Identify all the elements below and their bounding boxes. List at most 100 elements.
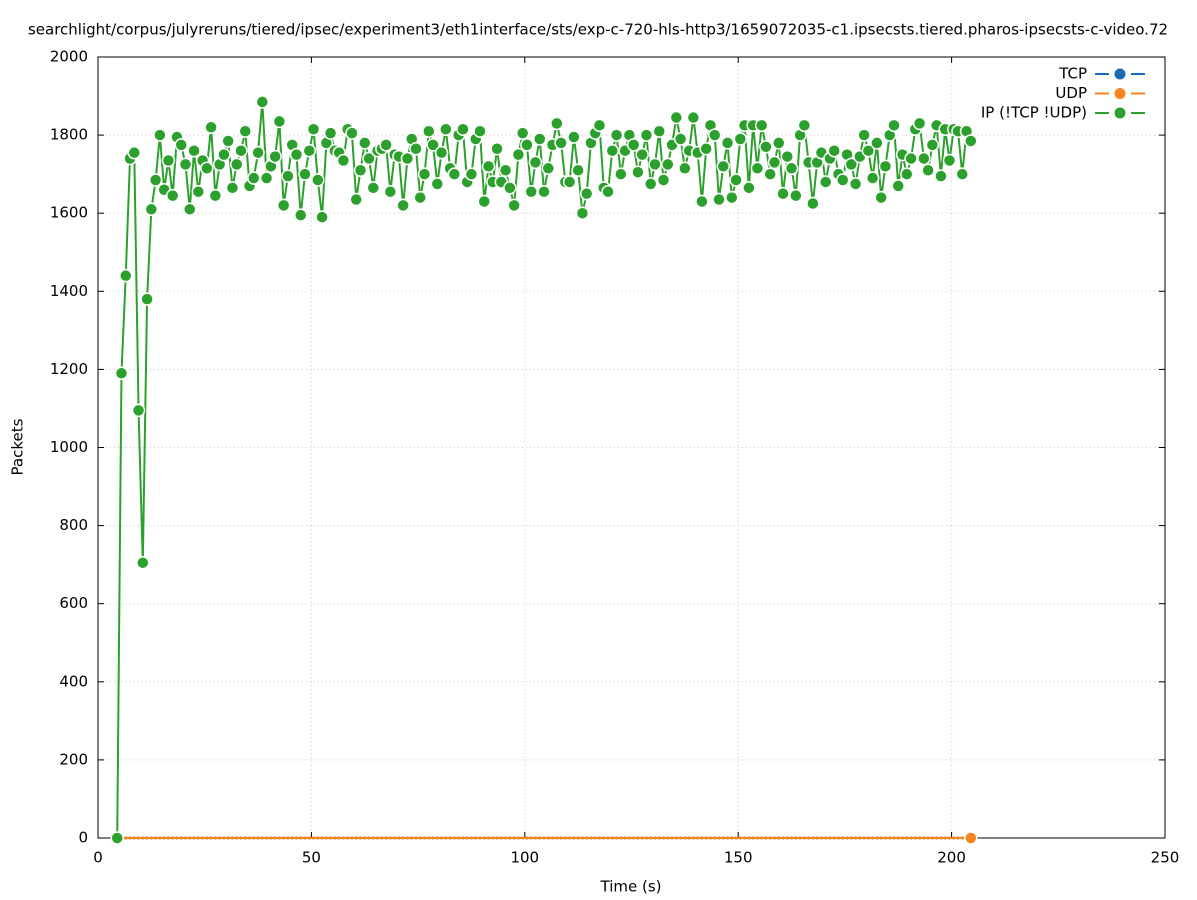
data-point — [921, 163, 935, 177]
data-point — [712, 192, 726, 207]
data-point — [243, 836, 247, 840]
data-point — [636, 836, 640, 840]
data-point — [366, 181, 381, 195]
data-point — [131, 403, 146, 418]
data-point — [905, 836, 909, 840]
legend-label: UDP — [1055, 84, 1087, 102]
data-point — [575, 206, 590, 220]
data-point — [708, 836, 712, 840]
data-point — [533, 836, 537, 840]
data-point — [939, 836, 943, 840]
data-point — [337, 836, 341, 840]
data-point — [610, 836, 614, 840]
data-point — [324, 836, 328, 840]
data-point — [790, 836, 794, 840]
series-line — [116, 101, 972, 839]
data-point — [562, 175, 577, 189]
data-point — [302, 143, 317, 158]
data-point — [541, 161, 556, 176]
data-point — [427, 836, 431, 840]
data-point — [784, 161, 799, 176]
data-point — [592, 118, 607, 133]
data-point — [580, 836, 584, 840]
y-tick-label: 1800 — [50, 126, 88, 144]
data-point — [175, 836, 179, 840]
data-point — [298, 167, 312, 181]
data-point — [614, 167, 628, 181]
data-point — [276, 198, 291, 213]
data-point — [469, 836, 473, 840]
data-point — [409, 142, 423, 156]
data-point — [507, 198, 521, 213]
x-tick-label: 0 — [93, 849, 103, 867]
data-point — [234, 143, 248, 158]
chart-title: searchlight/corpus/julyreruns/tiered/ips… — [28, 21, 1168, 39]
data-point — [520, 138, 534, 152]
data-point — [593, 836, 597, 840]
data-point — [165, 188, 180, 203]
data-point — [422, 124, 436, 138]
data-point — [683, 836, 687, 840]
data-point — [350, 836, 354, 840]
data-point — [729, 173, 743, 187]
data-point — [205, 836, 209, 840]
data-point — [900, 167, 914, 181]
data-point — [171, 836, 175, 840]
data-point — [781, 836, 785, 840]
data-point — [870, 136, 884, 150]
data-point — [824, 836, 828, 840]
x-tick-label: 200 — [937, 849, 966, 867]
data-point — [256, 836, 260, 840]
data-point — [632, 836, 636, 840]
data-point — [955, 167, 970, 181]
data-point — [874, 190, 888, 205]
data-point — [815, 836, 819, 840]
data-point — [695, 194, 709, 209]
data-point — [397, 836, 401, 840]
data-point — [716, 159, 731, 174]
data-point — [917, 151, 931, 166]
data-point — [725, 190, 739, 205]
data-point — [691, 836, 695, 840]
data-point — [858, 836, 862, 840]
x-tick-label: 50 — [302, 849, 321, 867]
data-point — [521, 836, 525, 840]
data-point — [635, 147, 649, 162]
data-point — [345, 126, 359, 140]
data-point — [367, 836, 371, 840]
data-point — [797, 118, 812, 133]
data-point — [464, 167, 479, 181]
data-point — [713, 836, 717, 840]
data-point — [401, 836, 405, 840]
data-point — [875, 836, 879, 840]
data-point — [259, 171, 274, 185]
data-point — [925, 138, 940, 152]
data-point — [306, 122, 321, 136]
data-point — [481, 159, 496, 174]
data-point — [312, 836, 316, 840]
y-tick-label: 600 — [59, 594, 88, 612]
data-point — [836, 173, 850, 187]
data-point — [738, 836, 742, 840]
data-point — [947, 836, 951, 840]
data-point — [452, 836, 456, 840]
data-point — [679, 836, 683, 840]
data-point — [316, 836, 320, 840]
data-point — [376, 836, 380, 840]
data-point — [174, 138, 188, 152]
data-point — [272, 114, 287, 129]
data-point — [568, 836, 572, 840]
data-point — [218, 836, 222, 840]
data-point — [818, 175, 833, 189]
data-point — [935, 836, 939, 840]
data-point — [563, 836, 567, 840]
data-point — [857, 128, 871, 142]
y-tick-label: 0 — [78, 829, 88, 847]
data-point — [405, 836, 409, 840]
data-point — [251, 145, 265, 160]
data-point — [127, 145, 142, 160]
data-point — [532, 132, 547, 146]
data-point — [794, 836, 798, 840]
data-point — [696, 836, 700, 840]
x-tick-label: 150 — [724, 849, 753, 867]
